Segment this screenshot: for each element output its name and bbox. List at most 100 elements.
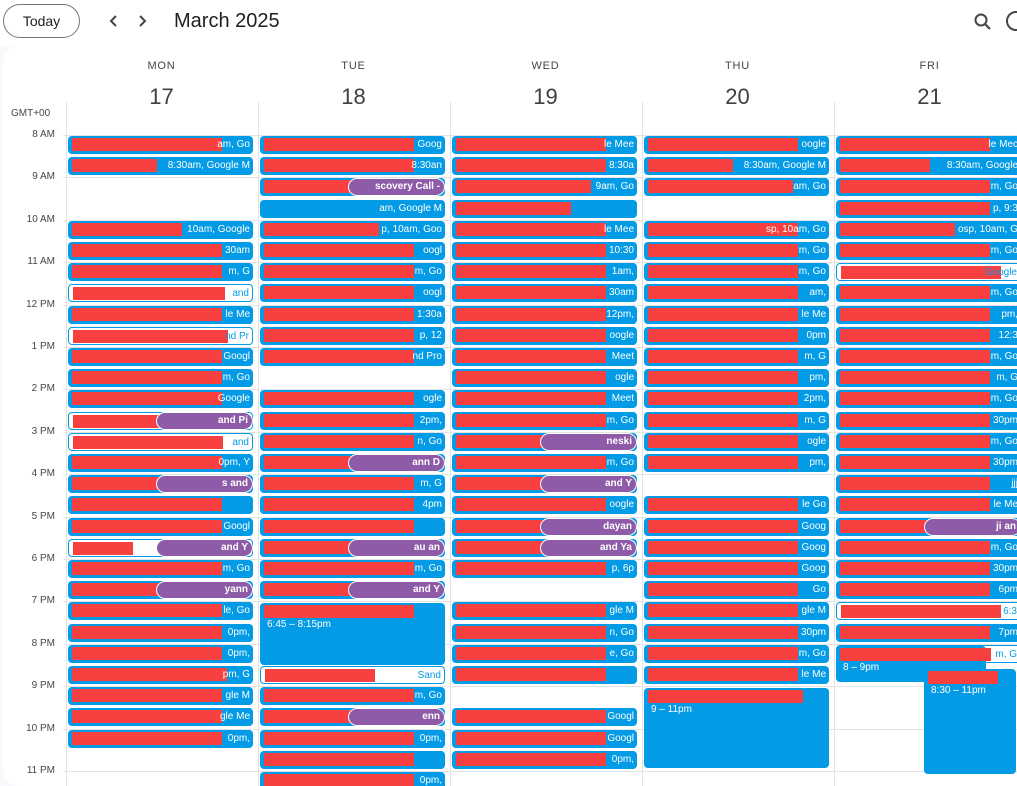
calendar-event[interactable]: 8:30am, Google M: [644, 157, 829, 176]
calendar-event[interactable]: Meet: [452, 390, 637, 409]
calendar-event[interactable]: oogl: [260, 242, 445, 260]
calendar-event[interactable]: 8:30am, Google: [836, 157, 1017, 176]
calendar-event[interactable]: pm, G: [68, 666, 253, 684]
calendar-event[interactable]: m, G: [260, 475, 445, 494]
calendar-event[interactable]: m, G: [644, 411, 829, 430]
calendar-event[interactable]: Goog: [644, 538, 829, 557]
calendar-event[interactable]: osp, 10am, G: [836, 220, 1017, 239]
calendar-event[interactable]: m, G: [644, 348, 829, 366]
calendar-event[interactable]: p, 9:3: [836, 199, 1017, 218]
calendar-event[interactable]: oogl: [260, 284, 445, 303]
calendar-event[interactable]: 8:30 – 11pm: [924, 669, 1016, 774]
calendar-event[interactable]: m, Go: [644, 242, 829, 260]
calendar-event[interactable]: [452, 666, 637, 684]
overlapping-event[interactable]: neski: [540, 432, 637, 451]
previous-week-button[interactable]: [101, 8, 127, 34]
calendar-event[interactable]: gle M: [452, 602, 637, 621]
calendar-event[interactable]: gle M: [644, 602, 829, 621]
calendar-event[interactable]: jjj: [836, 475, 1017, 494]
calendar-event[interactable]: m, G: [836, 369, 1017, 388]
calendar-event[interactable]: 0pm: [644, 326, 829, 345]
overlapping-event[interactable]: and Pi: [156, 411, 253, 430]
calendar-event[interactable]: oogle: [644, 136, 829, 154]
calendar-event[interactable]: and: [68, 432, 253, 451]
calendar-event[interactable]: 30pm: [836, 411, 1017, 430]
calendar-event[interactable]: pm,: [644, 369, 829, 388]
calendar-event[interactable]: m, Go: [68, 560, 253, 578]
calendar-event[interactable]: 30am: [68, 242, 253, 260]
calendar-event[interactable]: p, 10am, Goo: [260, 220, 445, 239]
calendar-event[interactable]: e, Go: [452, 644, 637, 663]
overlapping-event[interactable]: ann D: [348, 454, 445, 472]
calendar-event[interactable]: gle M: [68, 687, 253, 706]
calendar-event[interactable]: and: [68, 284, 253, 303]
calendar-event[interactable]: 2pm,: [260, 411, 445, 430]
calendar-event[interactable]: Googl: [68, 517, 253, 536]
calendar-event[interactable]: 12pm,: [452, 305, 637, 324]
calendar-event[interactable]: [260, 517, 445, 536]
overlapping-event[interactable]: scovery Call -: [348, 178, 445, 197]
calendar-event[interactable]: 6:3: [836, 602, 1017, 621]
calendar-event[interactable]: 9am, Go: [452, 178, 637, 197]
overlapping-event[interactable]: and Y: [540, 475, 637, 494]
calendar-event[interactable]: le Mec: [836, 136, 1017, 154]
day-number[interactable]: 18: [341, 84, 366, 109]
calendar-event[interactable]: Go: [644, 581, 829, 600]
calendar-event[interactable]: Meet: [452, 348, 637, 366]
calendar-event[interactable]: 10am, Google: [68, 220, 253, 239]
calendar-event[interactable]: m, Go: [644, 644, 829, 663]
calendar-event[interactable]: 7pm: [836, 623, 1017, 642]
calendar-event[interactable]: m, Go: [836, 242, 1017, 260]
next-week-button[interactable]: [129, 8, 155, 34]
calendar-event[interactable]: m, Go: [452, 411, 637, 430]
day-number[interactable]: 19: [533, 84, 558, 109]
calendar-event[interactable]: 6pm: [836, 581, 1017, 600]
calendar-event[interactable]: Googl: [452, 708, 637, 727]
calendar-event[interactable]: 12:3: [836, 326, 1017, 345]
calendar-event[interactable]: 8 – 9pm: [836, 645, 986, 682]
help-icon[interactable]: [1006, 11, 1017, 31]
search-button[interactable]: [970, 9, 996, 35]
calendar-event[interactable]: Google: [836, 263, 1017, 282]
calendar-event[interactable]: n, Go: [260, 432, 445, 451]
calendar-event[interactable]: 30am: [452, 284, 637, 303]
calendar-event[interactable]: le Mee: [452, 136, 637, 154]
calendar-event[interactable]: m, Go: [452, 454, 637, 472]
calendar-event[interactable]: 0pm,: [452, 750, 637, 769]
calendar-event[interactable]: 0pm,: [260, 729, 445, 748]
calendar-event[interactable]: Googl: [452, 729, 637, 748]
calendar-event[interactable]: m, Go: [260, 687, 445, 706]
calendar-event[interactable]: oogle: [452, 496, 637, 515]
calendar-event[interactable]: 0pm,: [68, 644, 253, 663]
day-number[interactable]: 17: [149, 84, 174, 109]
calendar-event[interactable]: le Mee: [452, 220, 637, 239]
calendar-event[interactable]: p, 12: [260, 326, 445, 345]
calendar-event[interactable]: le Me: [644, 305, 829, 324]
overlapping-event[interactable]: yann: [156, 581, 253, 600]
calendar-event[interactable]: Google: [68, 390, 253, 409]
overlapping-event[interactable]: ji an: [924, 517, 1017, 536]
overlapping-event[interactable]: and Y: [348, 581, 445, 600]
calendar-event[interactable]: m, Go: [68, 369, 253, 388]
calendar-event[interactable]: am,: [644, 284, 829, 303]
calendar-event[interactable]: gle Me: [68, 708, 253, 727]
calendar-event[interactable]: pm,: [836, 305, 1017, 324]
calendar-event[interactable]: m, Go: [836, 538, 1017, 557]
day-number[interactable]: 21: [917, 84, 942, 109]
calendar-event[interactable]: ogle: [452, 369, 637, 388]
calendar-event[interactable]: Goog: [644, 517, 829, 536]
calendar-event[interactable]: ogle: [644, 432, 829, 451]
calendar-event[interactable]: am, Google M: [260, 199, 445, 218]
calendar-event[interactable]: 30pm: [836, 560, 1017, 578]
calendar-event[interactable]: 10:30: [452, 242, 637, 260]
overlapping-event[interactable]: s and: [156, 475, 253, 494]
calendar-event[interactable]: m, G: [68, 263, 253, 282]
overlapping-event[interactable]: au an: [348, 538, 445, 557]
calendar-event[interactable]: le Me: [68, 305, 253, 324]
calendar-event[interactable]: 30pm: [836, 454, 1017, 472]
calendar-event[interactable]: 6:45 – 8:15pm: [260, 603, 445, 666]
calendar-event[interactable]: 2pm,: [644, 390, 829, 409]
calendar-event[interactable]: sp, 10am, Go: [644, 220, 829, 239]
calendar-event[interactable]: 0pm, Y: [68, 454, 253, 472]
calendar-event[interactable]: Goog: [644, 560, 829, 578]
